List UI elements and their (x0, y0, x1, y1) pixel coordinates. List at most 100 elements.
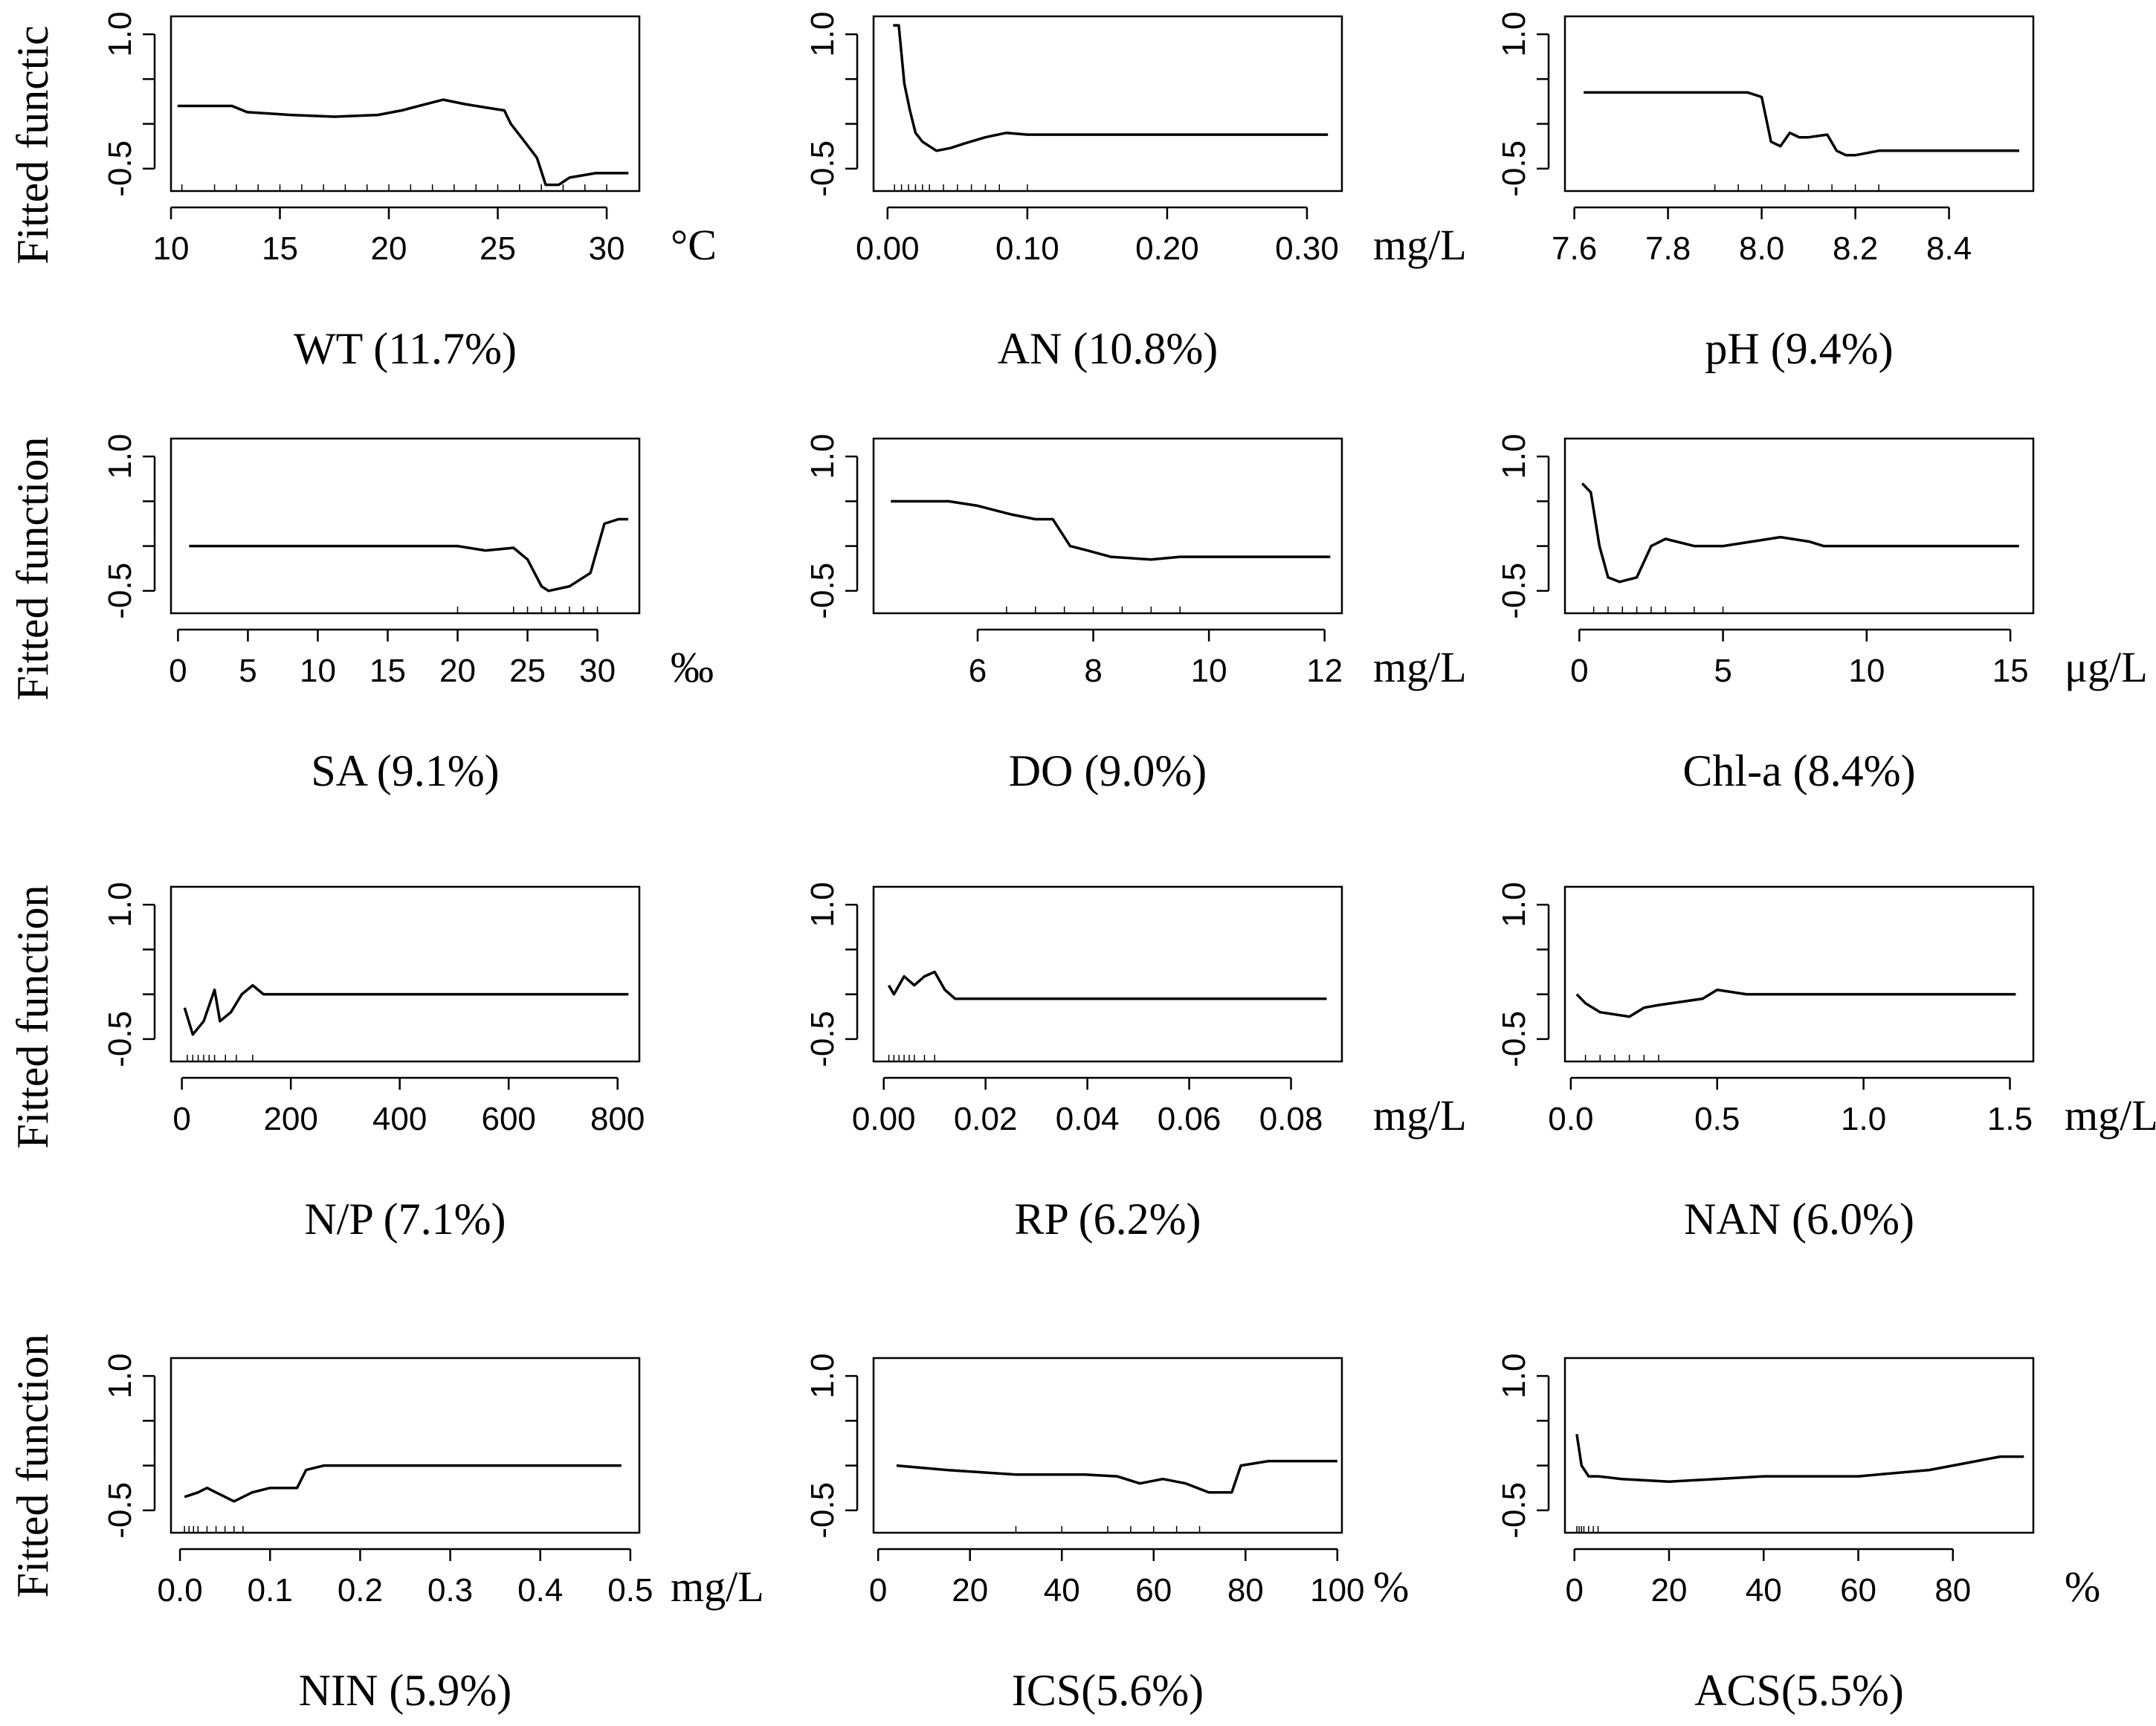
x-tick-label: 0.04 (1056, 1101, 1120, 1137)
fitted-line (189, 517, 628, 592)
x-tick-label: 8.2 (1833, 230, 1878, 267)
x-axis-title: WT (11.7%) (294, 324, 517, 373)
panel-4: 0 5 10 15 20 25 30 -0.5 1.0 ‰ SA (9.1%) (102, 434, 714, 795)
x-tick-label: 60 (1135, 1572, 1172, 1609)
ylabel-row-1: Fitted functic (8, 25, 57, 265)
y-tick-label: -0.5 (1496, 140, 1532, 197)
x-tick-label: 800 (590, 1101, 645, 1137)
x-unit-label: ‰ (671, 643, 714, 691)
x-axis-title: NAN (6.0%) (1684, 1195, 1914, 1244)
x-axis-title: RP (6.2%) (1014, 1195, 1201, 1244)
x-unit-label: mg/L (1373, 1091, 1467, 1140)
fitted-line (1575, 988, 2016, 1018)
x-tick-label: 0.30 (1275, 230, 1339, 267)
x-tick-label: 100 (1310, 1572, 1364, 1609)
x-tick-label: 30 (579, 653, 616, 689)
x-tick-label: 8.0 (1739, 230, 1784, 267)
y-tick-label: 1.0 (102, 434, 138, 479)
plot-frame (170, 1357, 641, 1534)
x-axis-title: NIN (5.9%) (299, 1666, 512, 1715)
x-unit-label: mg/L (2065, 1091, 2156, 1140)
x-tick-label: 15 (1992, 653, 2029, 689)
x-tick-label: 0 (172, 1101, 190, 1137)
x-tick-label: 0.0 (158, 1572, 203, 1609)
x-axis-title: Chl-a (8.4%) (1682, 746, 1915, 795)
ylabel-row-4: Fitted function (8, 1334, 57, 1598)
y-tick-label: 1.0 (804, 434, 841, 479)
x-tick-label: 15 (369, 653, 406, 689)
x-tick-label: 0.00 (856, 230, 920, 267)
x-tick-label: 0.5 (1694, 1101, 1740, 1137)
x-tick-label: 7.8 (1645, 230, 1691, 267)
x-unit-label: mg/L (671, 1562, 764, 1611)
plot-frame (1563, 437, 2035, 615)
y-tick-label: 1.0 (804, 12, 841, 57)
x-tick-label: 30 (589, 230, 625, 267)
panel-6: 0 5 10 15 -0.5 1.0 μg/L Chl-a (8.4%) (1496, 434, 2148, 795)
panel-11: 0 20 40 60 80 100 -0.5 1.0% ICS(5.6%) (804, 1354, 1409, 1715)
x-tick-label: 5 (239, 653, 256, 689)
x-tick-label: 0.5 (607, 1572, 653, 1609)
x-tick-label: 20 (1651, 1572, 1688, 1609)
fitted-line (1575, 1434, 2024, 1484)
panel-7: 0 200 400 600 800 -0.5 1.0 N/P (7.1%) (102, 882, 645, 1244)
y-tick-label: -0.5 (804, 1482, 841, 1539)
x-tick-label: 25 (480, 230, 516, 267)
x-tick-label: 0 (169, 653, 187, 689)
y-tick-label: -0.5 (102, 140, 138, 197)
x-tick-label: 80 (1227, 1572, 1264, 1609)
x-tick-label: 80 (1934, 1572, 1971, 1609)
y-tick-label: 1.0 (804, 1354, 841, 1399)
fitted-line (1584, 91, 2020, 157)
y-tick-label: 1.0 (804, 882, 841, 928)
x-unit-label: mg/L (1373, 643, 1467, 691)
x-tick-label: 5 (1714, 653, 1731, 689)
fitted-line (896, 1459, 1337, 1494)
x-axis-title: ICS(5.6%) (1012, 1666, 1204, 1715)
fitted-line (183, 983, 629, 1036)
plot-frame (170, 885, 641, 1063)
fitted-line (893, 24, 1329, 152)
y-tick-label: -0.5 (1496, 1011, 1532, 1067)
x-tick-label: 0.20 (1135, 230, 1199, 267)
x-tick-label: 6 (969, 653, 987, 689)
x-tick-label: 1.5 (1987, 1101, 2033, 1137)
y-tick-label: 1.0 (1496, 434, 1532, 479)
panel-8: 0.00 0.02 0.04 0.06 0.08 -0.5 1.0 mg/L RP (6.2%) (804, 882, 1467, 1244)
x-tick-label: 0 (1565, 1572, 1583, 1609)
x-tick-label: 10 (1191, 653, 1227, 689)
x-tick-label: 0.2 (338, 1572, 383, 1609)
x-tick-label: 0.1 (248, 1572, 293, 1609)
plot-frame (872, 885, 1343, 1063)
x-tick-label: 7.6 (1552, 230, 1597, 267)
y-tick-label: -0.5 (102, 563, 138, 619)
x-tick-label: 40 (1044, 1572, 1080, 1609)
y-tick-label: -0.5 (804, 1011, 841, 1067)
ylabel-row-2: Fitted function (8, 437, 57, 701)
y-tick-label: -0.5 (1496, 563, 1532, 619)
plot-frame (170, 15, 641, 193)
y-tick-label: -0.5 (102, 1482, 138, 1539)
x-tick-label: 0.08 (1259, 1101, 1323, 1137)
x-axis-title: pH (9.4%) (1705, 324, 1893, 373)
x-axis-title: N/P (7.1%) (304, 1195, 506, 1244)
x-axis-title: DO (9.0%) (1009, 746, 1207, 795)
x-tick-label: 10 (300, 653, 336, 689)
panel-5: 6 8 10 12 -0.5 1.0 mg/L DO (9.0%) (804, 434, 1467, 795)
x-tick-label: 0 (1570, 653, 1588, 689)
y-tick-label: 1.0 (102, 1354, 138, 1399)
x-tick-label: 25 (509, 653, 546, 689)
x-axis-title: SA (9.1%) (311, 746, 499, 795)
y-tick-label: 1.0 (102, 12, 138, 57)
plot-frame (1563, 885, 2035, 1063)
x-tick-label: 60 (1840, 1572, 1876, 1609)
x-tick-label: 400 (372, 1101, 427, 1137)
y-tick-label: 1.0 (1496, 12, 1532, 57)
x-tick-label: 20 (952, 1572, 988, 1609)
x-unit-label: % (1373, 1562, 1409, 1611)
plot-frame (1563, 1357, 2035, 1534)
x-tick-label: 600 (481, 1101, 535, 1137)
x-axis-title: ACS(5.5%) (1694, 1666, 1904, 1715)
y-tick-label: 1.0 (1496, 882, 1532, 928)
